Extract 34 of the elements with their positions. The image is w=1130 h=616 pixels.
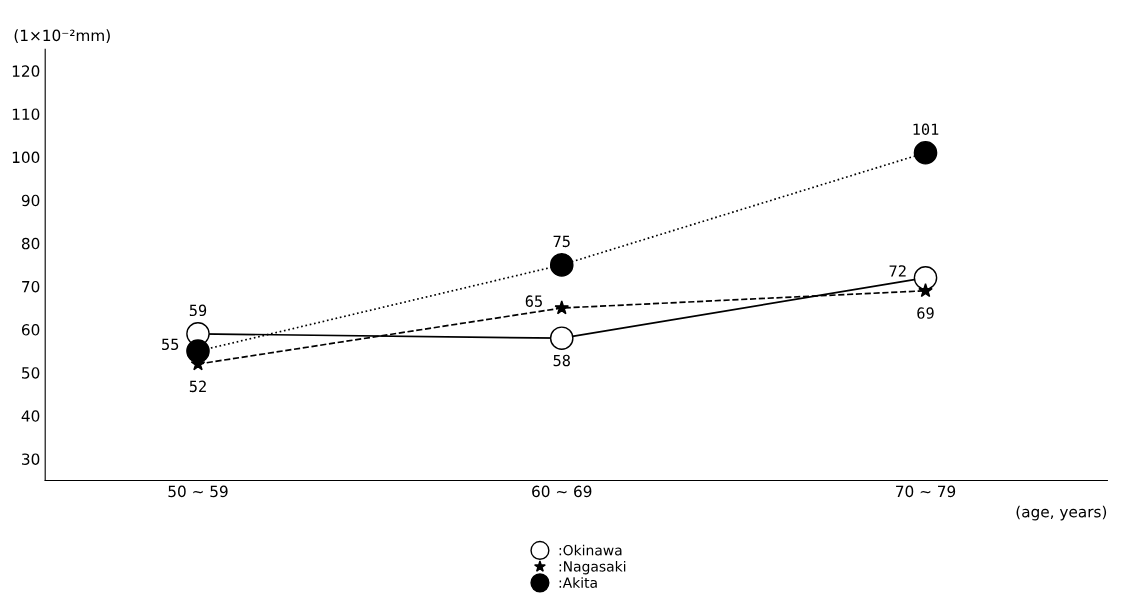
x-tick-label: 60 ~ 69 bbox=[532, 485, 592, 498]
y-tick-label: 120 bbox=[12, 65, 40, 77]
data-label: 75 bbox=[553, 235, 570, 248]
data-label: 69 bbox=[917, 307, 934, 319]
point bbox=[918, 283, 933, 298]
y-tick-label: 100 bbox=[12, 151, 40, 164]
point bbox=[554, 300, 570, 315]
x-tick-label: 70 ~ 79 bbox=[896, 485, 956, 498]
y-tick-label: 30 bbox=[22, 453, 40, 465]
legend-label: :Nagasaki bbox=[559, 560, 626, 575]
data-label: 72 bbox=[889, 265, 906, 277]
y-axis-title: (1×10⁻²mm) bbox=[14, 29, 110, 43]
data-label: 55 bbox=[162, 338, 179, 351]
point bbox=[913, 266, 938, 290]
y-tick-label: 60 bbox=[21, 324, 40, 336]
y-tick-label: 110 bbox=[12, 108, 40, 120]
data-label: 65 bbox=[525, 295, 542, 307]
point bbox=[913, 140, 938, 165]
y-tick-label: 80 bbox=[21, 237, 40, 250]
point bbox=[186, 339, 210, 363]
y-tick-label: 40 bbox=[21, 410, 40, 422]
data-label: 58 bbox=[553, 354, 570, 367]
x-axis-title: (age, years) bbox=[1016, 505, 1107, 521]
y-tick-label: 70 bbox=[22, 280, 40, 293]
y-tick-label: 90 bbox=[21, 194, 40, 207]
y-tick-label: 50 bbox=[22, 367, 40, 379]
data-label: 52 bbox=[189, 380, 206, 393]
point bbox=[549, 253, 574, 277]
point bbox=[549, 326, 574, 350]
x-tick-label: 50 ~ 59 bbox=[168, 485, 228, 498]
legend-label: :Akita bbox=[559, 577, 597, 588]
legend-label: :Okinawa bbox=[559, 544, 622, 556]
data-label: 59 bbox=[189, 304, 207, 317]
data-label: 101 bbox=[913, 123, 939, 136]
